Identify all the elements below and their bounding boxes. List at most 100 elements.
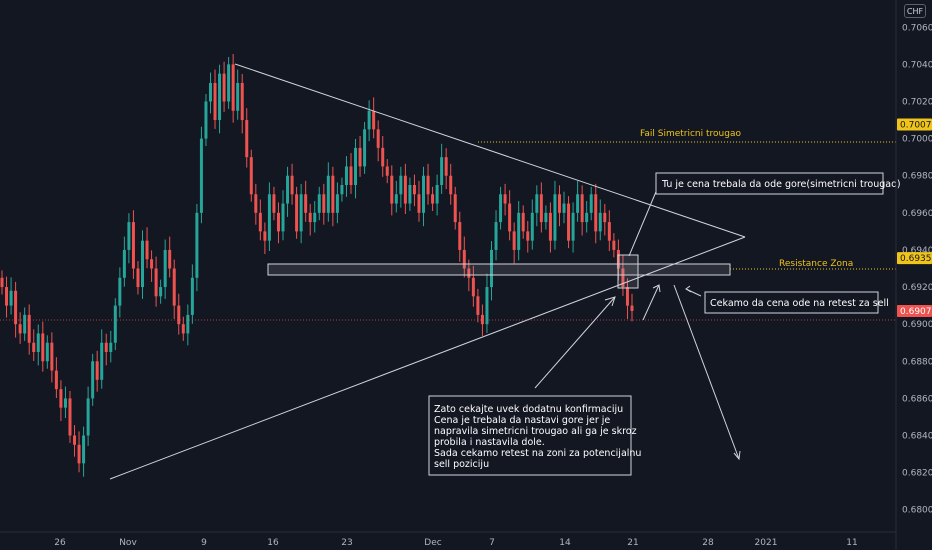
candle-body — [589, 194, 593, 213]
candle-body — [576, 194, 580, 213]
price-tag-box — [897, 118, 932, 131]
candle-body — [358, 147, 362, 167]
candle-body — [612, 240, 616, 250]
arrowhead-target-down — [733, 450, 741, 461]
candle-body — [91, 361, 95, 399]
candle-body — [100, 342, 104, 380]
candle-body — [539, 194, 543, 223]
candle-body — [127, 222, 131, 250]
candle-body — [408, 184, 412, 204]
price-tag-label: 0.69071 — [900, 307, 932, 317]
candle-body — [131, 222, 135, 269]
candle-body — [263, 231, 267, 241]
candle-body — [422, 175, 426, 213]
candle-body — [340, 184, 344, 195]
candle-body — [18, 324, 22, 334]
arrow-target-down — [673, 284, 740, 460]
candle-body — [535, 194, 539, 213]
breakout-highlight-box[interactable] — [617, 254, 639, 289]
time-tick-label: 16 — [267, 538, 279, 548]
fail-level-label: Fail Simetricni trougao — [640, 129, 741, 139]
candle-body — [399, 175, 403, 195]
annotation-bottom-box — [428, 395, 632, 476]
candle-body — [240, 82, 244, 121]
annotation-bottom-line-4: probila i nastavila dole. — [434, 437, 545, 448]
price-tag-box — [897, 304, 932, 317]
annotation-bottom-line-2: Cena je trebala da nastavi gore jer je — [434, 415, 610, 426]
candle-body — [530, 212, 534, 241]
candle-body — [267, 194, 271, 241]
triangle-lower-trendline[interactable] — [109, 236, 746, 480]
price-tag-label: 0.69356 — [900, 254, 932, 264]
candle-body — [489, 249, 493, 288]
candle-body — [585, 212, 589, 223]
candle-body — [68, 398, 72, 436]
time-axis[interactable]: 26 Nov 9 16 23 Dec 7 14 21 28 2021 11 — [54, 538, 857, 548]
candle-body — [562, 203, 566, 213]
candle-body — [236, 82, 240, 111]
annotation-right-text: Cekamo da cena ode na retest za sell — [710, 298, 889, 309]
candle-body — [299, 194, 303, 232]
price-tag-box — [897, 252, 932, 265]
annotation-bottom-line-5: Sada cekamo retest na zoni za potencijal… — [434, 448, 641, 459]
currency-badge[interactable]: CHF — [904, 4, 926, 18]
candle-body — [385, 166, 389, 176]
candle-body — [440, 157, 444, 185]
candle-body — [449, 175, 453, 195]
candle-body — [45, 342, 49, 362]
candle-body — [168, 249, 172, 269]
arrow-bottom-note-to-breakout — [534, 296, 616, 389]
candle-body — [417, 194, 421, 213]
candle-body — [349, 166, 353, 185]
candle-body — [276, 212, 280, 232]
candle-body — [159, 287, 163, 297]
arrowhead-retest-up — [652, 284, 661, 293]
time-tick-label: 14 — [559, 538, 571, 548]
candle-body — [204, 101, 208, 139]
annotation-bottom-line-6: sell poziciju — [434, 459, 489, 470]
candle-body — [390, 175, 394, 204]
candle-body — [27, 314, 31, 343]
candle-body — [36, 333, 40, 353]
candle-body — [471, 277, 475, 297]
annotation-right[interactable]: Cekamo da cena ode na retest za sell — [704, 291, 889, 314]
price-tag-label: 0.70076 — [900, 121, 932, 131]
candle-body — [258, 212, 262, 232]
candle-body — [508, 203, 512, 232]
candle-body — [499, 194, 503, 223]
candle-body — [412, 184, 416, 195]
candle-body — [354, 147, 358, 185]
candle-body — [598, 212, 602, 232]
candle-body — [630, 305, 634, 311]
candle-body — [344, 166, 348, 185]
candle-body — [517, 212, 521, 250]
annotation-bottom[interactable]: Zato cekajte uvek dodatnu konfirmaciju C… — [428, 395, 641, 476]
candle-body — [512, 231, 516, 250]
candle-body — [245, 120, 249, 158]
candle-body — [376, 129, 380, 148]
arrows — [534, 186, 741, 461]
candle-body — [0, 277, 4, 288]
candle-body — [372, 110, 376, 130]
candle-body — [141, 240, 145, 288]
candle-body — [154, 268, 158, 297]
candle-body — [381, 147, 385, 167]
candle-body — [435, 184, 439, 204]
candle-body — [59, 389, 63, 408]
annotation-top[interactable]: Tu je cena trebala da ode gore(simetricn… — [655, 172, 901, 195]
candle-body — [322, 194, 326, 213]
candle-body — [213, 82, 217, 121]
candle-body — [23, 314, 27, 334]
candle-body — [485, 287, 489, 325]
triangle-upper-trendline[interactable] — [234, 63, 746, 238]
